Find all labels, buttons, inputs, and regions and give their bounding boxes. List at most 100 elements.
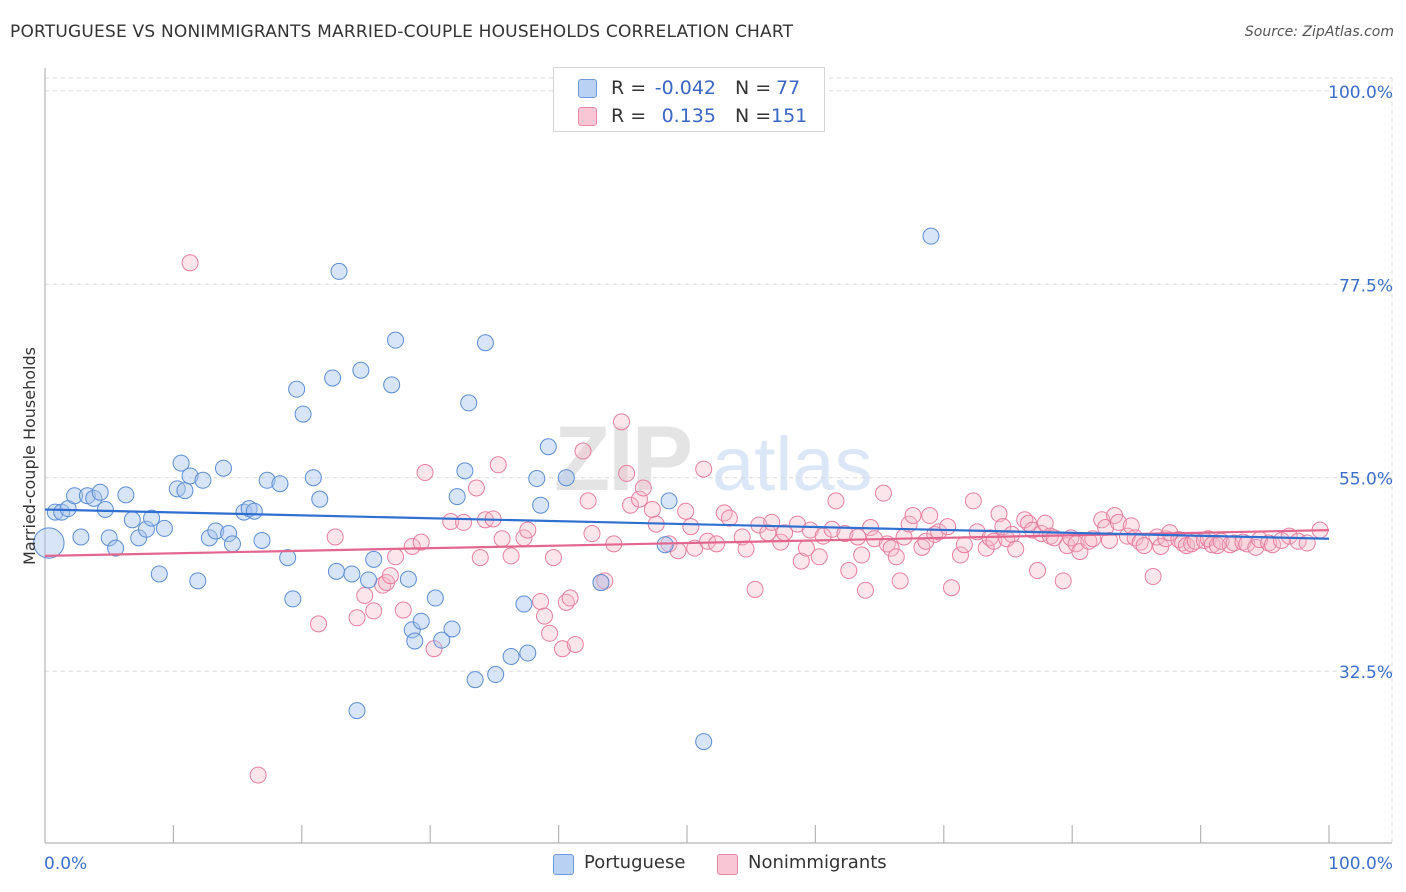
portuguese-point	[200, 529, 218, 547]
portuguese-point	[343, 565, 361, 583]
nonimmigrants-point	[544, 549, 562, 567]
portuguese-point	[443, 620, 461, 638]
portuguese-point	[240, 500, 258, 518]
nonimmigrants-legend-swatch	[717, 854, 738, 875]
nonimmigrants-point	[792, 552, 810, 570]
nonimmigrants-point	[416, 464, 434, 482]
portuguese-point	[245, 502, 263, 520]
trend-lines	[44, 508, 1330, 558]
nonimmigrants-point	[1247, 538, 1265, 556]
nonimmigrants-point	[1093, 511, 1111, 529]
n-value-nonimmigrants: 151	[771, 105, 808, 127]
correlation-legend: R = -0.042 N = 77 R = 0.135 N = 151	[553, 67, 825, 132]
nonimmigrants-point	[622, 496, 640, 514]
portuguese-point	[172, 454, 190, 472]
portuguese-point	[143, 509, 161, 527]
portuguese-point	[123, 511, 141, 529]
portuguese-point	[360, 571, 378, 589]
nonimmigrants-point	[249, 766, 267, 784]
portuguese-point	[456, 462, 474, 480]
nonimmigrants-point	[891, 572, 909, 590]
nonimmigrants-point	[630, 490, 648, 508]
portuguese-swatch	[578, 79, 597, 98]
nonimmigrants-point	[561, 589, 579, 607]
nonimmigrants-point	[387, 548, 405, 566]
nonimmigrants-point	[467, 479, 485, 497]
nonimmigrants-point	[955, 536, 973, 554]
portuguese-point	[406, 632, 424, 650]
nonimmigrants-point	[574, 442, 592, 460]
portuguese-point	[279, 549, 297, 567]
portuguese-point	[365, 550, 383, 568]
nonimmigrants-point	[823, 520, 841, 538]
portuguese-point	[532, 496, 550, 514]
portuguese-point	[311, 490, 329, 508]
nonimmigrants-point	[493, 530, 511, 548]
portuguese-point	[96, 500, 114, 518]
legend-row-nonimmigrants: R = 0.135 N = 151	[554, 101, 824, 129]
portuguese-point	[33, 527, 65, 559]
portuguese-point	[100, 529, 118, 547]
nonimmigrants-point	[1272, 531, 1290, 549]
portuguese-point	[253, 531, 271, 549]
nonimmigrants-point	[471, 549, 489, 567]
nonimmigrants-point	[1100, 531, 1118, 549]
portuguese-legend-swatch	[553, 854, 574, 875]
portuguese-point	[181, 467, 199, 485]
nonimmigrants-point	[455, 513, 473, 531]
nonimmigrants-point	[394, 601, 412, 619]
portuguese-point	[557, 469, 575, 487]
nonimmigrants-point	[1225, 534, 1243, 552]
portuguese-point	[330, 262, 348, 280]
nonimmigrants-point	[682, 518, 700, 536]
nonimmigrants-point	[519, 521, 537, 539]
portuguese-point	[189, 572, 207, 590]
nonimmigrants-point	[1003, 525, 1021, 543]
y-tick-label: 77.5%	[1339, 276, 1393, 296]
portuguese-points	[33, 227, 940, 751]
portuguese-point	[220, 525, 238, 543]
nonimmigrants-point	[553, 640, 571, 658]
portuguese-trend-line	[44, 508, 1330, 540]
portuguese-point	[399, 570, 417, 588]
portuguese-point	[383, 376, 401, 394]
nonimmigrants-point	[856, 581, 874, 599]
nonimmigrants-point	[442, 513, 460, 531]
nonimmigrants-point	[1135, 537, 1153, 555]
nonimmigrants-point	[403, 537, 421, 555]
nonimmigrants-point	[951, 546, 969, 564]
nonimmigrants-point	[836, 525, 854, 543]
axes	[44, 68, 1392, 844]
portuguese-point	[223, 535, 241, 553]
portuguese-point	[66, 487, 84, 505]
nonimmigrants-swatch	[578, 107, 597, 126]
nonimmigrants-point	[921, 507, 939, 525]
portuguese-point	[656, 536, 674, 554]
nonimmigrants-point	[853, 546, 871, 564]
y-tick-label: 32.5%	[1339, 663, 1393, 683]
source-label: Source: ZipAtlas.com	[1244, 24, 1394, 40]
nonimmigrants-point	[708, 535, 726, 553]
portuguese-point	[476, 334, 494, 352]
portuguese-point	[304, 469, 322, 487]
portuguese-point	[207, 522, 225, 540]
nonimmigrants-point	[720, 509, 738, 527]
nonimmigrants-point	[887, 548, 905, 566]
nonimmigrants-point	[309, 615, 327, 633]
nonimmigrants-point	[489, 456, 507, 474]
watermark-atlas: atlas	[712, 422, 873, 507]
portuguese-point	[137, 520, 155, 538]
portuguese-point	[539, 438, 557, 456]
nonimmigrants-point	[1007, 540, 1025, 558]
nonimmigrants-point	[737, 540, 755, 558]
portuguese-point	[519, 644, 537, 662]
nonimmigrants-point	[535, 607, 553, 625]
nonimmigrants-point	[882, 539, 900, 557]
portuguese-point	[91, 483, 109, 501]
n-label: N =	[735, 77, 772, 99]
nonimmigrants-point	[1280, 527, 1298, 545]
nonimmigrants-point	[541, 624, 559, 642]
nonimmigrants-point	[579, 492, 597, 510]
portuguese-point	[387, 331, 405, 349]
nonimmigrants-point	[964, 492, 982, 510]
